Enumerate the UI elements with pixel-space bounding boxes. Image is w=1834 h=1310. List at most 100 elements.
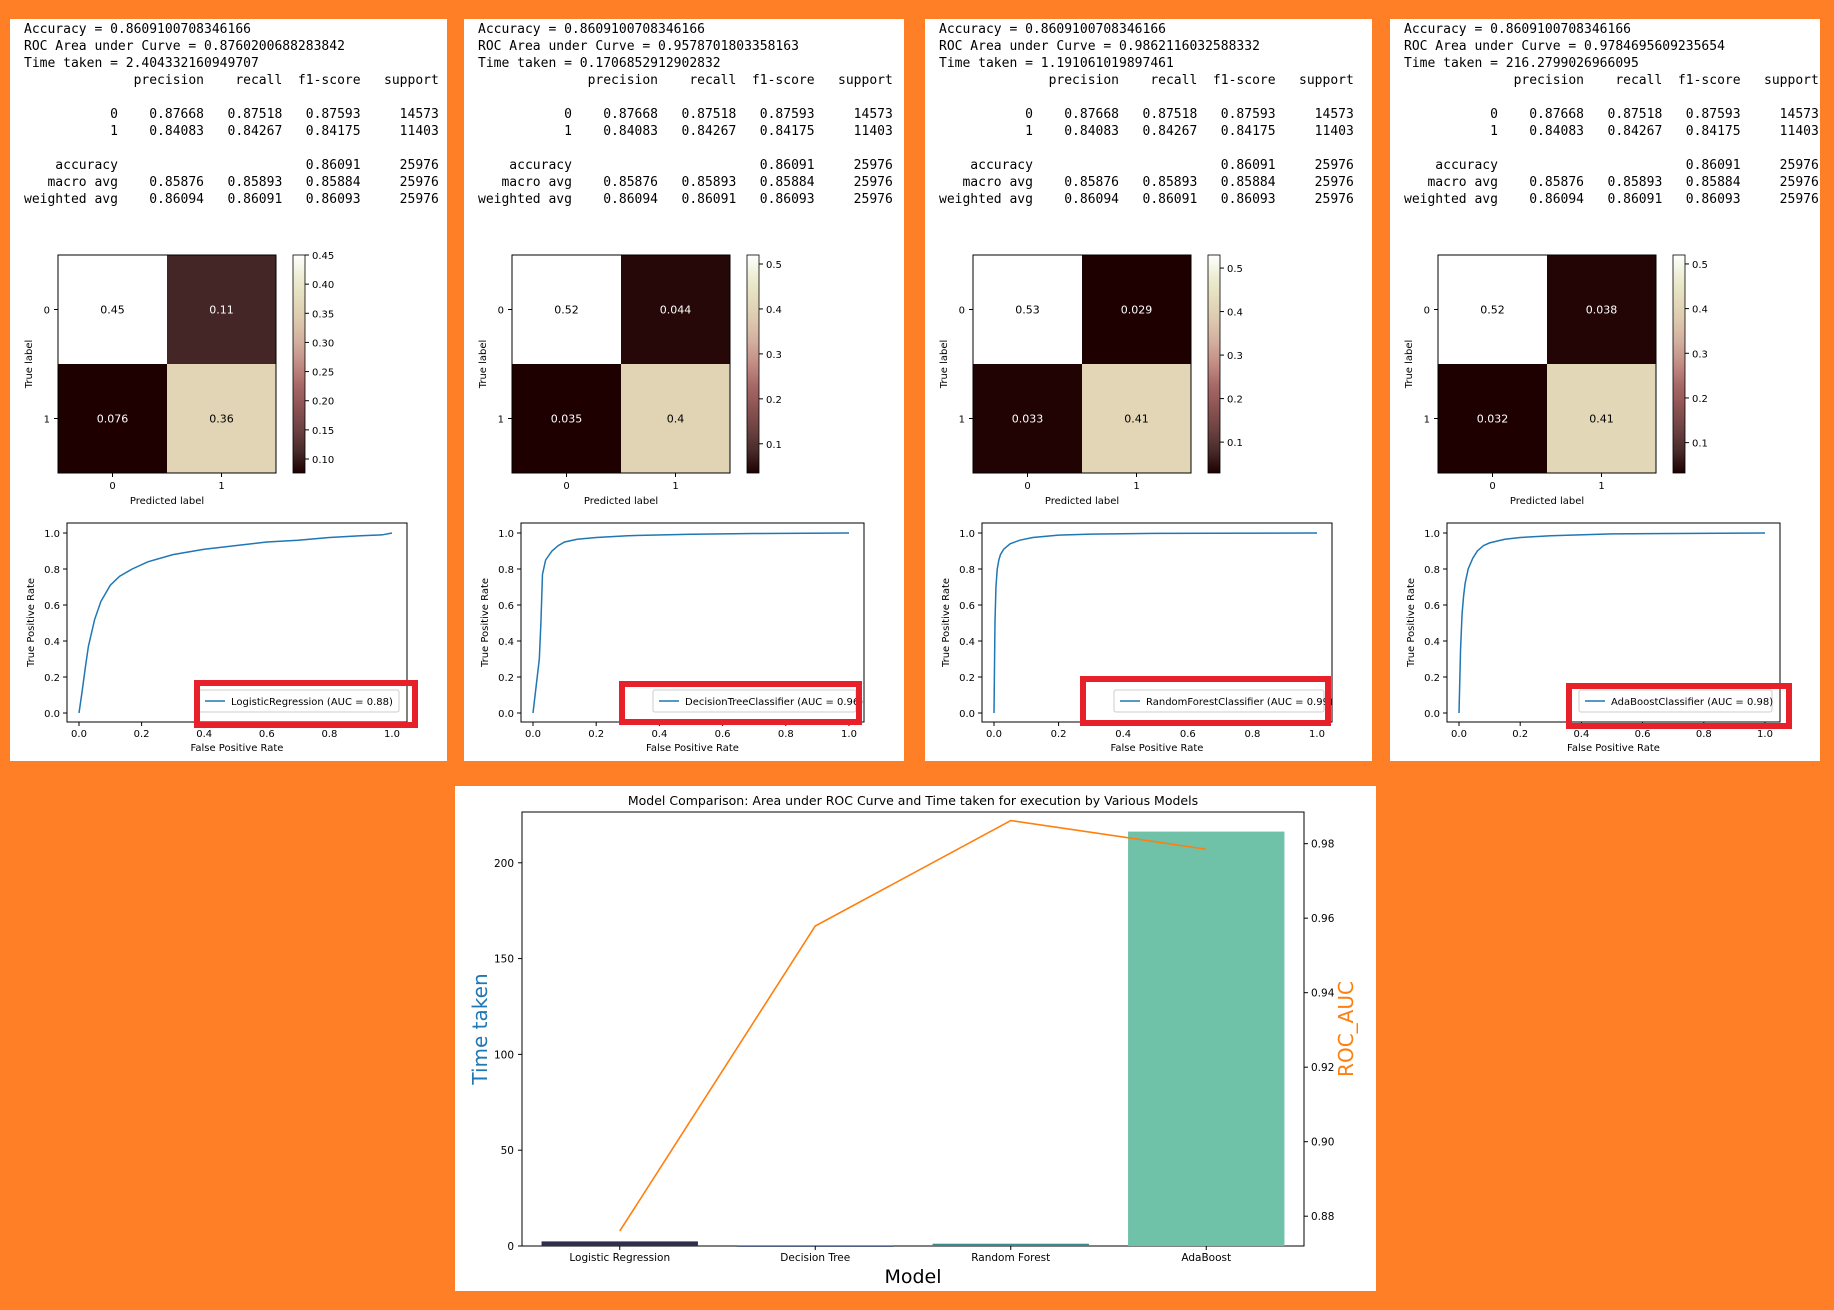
y-tick-label-right: 0.90 — [1311, 1137, 1334, 1149]
roc-y-tick-label: 0.0 — [1424, 709, 1440, 720]
colorbar-tick-label: 0.3 — [1227, 351, 1243, 362]
roc-x-tick-label: 0.0 — [525, 729, 541, 740]
roc-y-tick-label: 1.0 — [959, 529, 975, 540]
y-tick-label-right: 0.88 — [1311, 1211, 1334, 1223]
y-tick-label-right: 0.94 — [1311, 988, 1335, 1000]
cm-ylabel: True label — [939, 340, 950, 390]
colorbar-tick-label: 0.3 — [1692, 349, 1708, 360]
report-line: weighted avg 0.86094 0.86091 0.86093 259… — [24, 192, 439, 207]
report-line: accuracy 0.86091 25976 — [1404, 158, 1819, 173]
report-line: accuracy 0.86091 25976 — [939, 158, 1354, 173]
report-line: weighted avg 0.86094 0.86091 0.86093 259… — [1404, 192, 1819, 207]
roc-x-tick-label: 0.6 — [259, 729, 275, 740]
cm-cell — [1438, 255, 1547, 364]
roc-x-tick-label: 0.2 — [588, 729, 604, 740]
cm-cell-label: 0.52 — [554, 304, 579, 317]
report-line — [478, 89, 893, 106]
cm-cell — [1082, 364, 1191, 473]
roc-ylabel: True Positive Rate — [1406, 578, 1417, 668]
roc-legend-label: AdaBoostClassifier (AUC = 0.98) — [1611, 697, 1773, 708]
roc-ylabel: True Positive Rate — [26, 578, 37, 668]
roc-y-tick-label: 0.6 — [1424, 601, 1440, 612]
cm-y-tick-label: 1 — [44, 415, 50, 426]
roc-y-tick-label: 0.8 — [1424, 565, 1440, 576]
colorbar-tick-label: 0.20 — [312, 397, 334, 408]
cm-cell-label: 0.11 — [209, 304, 234, 317]
roc-x-tick-label: 0.6 — [1180, 729, 1196, 740]
roc-x-tick-label: 1.0 — [841, 729, 857, 740]
roc-y-tick-label: 0.4 — [498, 637, 514, 648]
roc-x-tick-label: 0.6 — [715, 729, 731, 740]
report-line: macro avg 0.85876 0.85893 0.85884 25976 — [939, 175, 1354, 190]
report-line: 1 0.84083 0.84267 0.84175 11403 — [478, 124, 893, 139]
model-panel-logistic-regression: Accuracy = 0.8609100708346166 ROC Area un… — [10, 19, 447, 761]
roc-y-tick-label: 0.8 — [959, 565, 975, 576]
cm-y-tick-label: 0 — [1424, 306, 1430, 317]
cm-cell — [58, 255, 167, 364]
report-line — [24, 140, 439, 157]
cm-cell-label: 0.36 — [209, 413, 234, 426]
cm-y-tick-label: 1 — [959, 415, 965, 426]
colorbar-tick-label: 0.5 — [1227, 264, 1243, 275]
cm-y-tick-label: 0 — [959, 306, 965, 317]
report-line — [1404, 89, 1819, 106]
cm-frame — [1437, 254, 1657, 474]
report-line: 1 0.84083 0.84267 0.84175 11403 — [939, 124, 1354, 139]
roc-y-tick-label: 0.2 — [959, 673, 975, 684]
roc-y-tick-label: 0.6 — [498, 601, 514, 612]
report-line — [24, 89, 439, 106]
colorbar-tick-label: 0.2 — [1692, 394, 1708, 405]
cm-cell-label: 0.41 — [1124, 413, 1149, 426]
roc-x-tick-label: 0.8 — [321, 729, 337, 740]
roc-x-tick-label: 1.0 — [1757, 729, 1773, 740]
roc-series-line — [78, 532, 393, 714]
report-line: weighted avg 0.86094 0.86091 0.86093 259… — [939, 192, 1354, 207]
roc-y-tick-label: 0.6 — [44, 601, 60, 612]
model-comparison-chart: Model Comparison: Area under ROC Curve a… — [468, 793, 1358, 1288]
roc-x-tick-label: 0.4 — [1573, 729, 1589, 740]
roc-y-tick-label: 0.2 — [1424, 673, 1440, 684]
colorbar-tick-label: 0.45 — [312, 251, 334, 262]
report-line: precision recall f1-score support — [1404, 73, 1819, 88]
confusion-matrix: 0.52 0.038 0.032 0.41 0 0 1 1 Predicted label Tru… — [1404, 254, 1708, 507]
colorbar-tick-label: 0.2 — [766, 395, 782, 406]
roc-y-tick-label: 0.4 — [44, 637, 60, 648]
roc-xlabel: False Positive Rate — [1567, 743, 1660, 754]
report-line: macro avg 0.85876 0.85893 0.85884 25976 — [24, 175, 439, 190]
cm-xlabel: Predicted label — [584, 496, 658, 507]
report-line: Time taken = 0.1706852912902832 — [478, 56, 721, 71]
cm-cell — [621, 255, 730, 364]
y-tick-label-left: 150 — [494, 954, 514, 966]
roc-legend: AdaBoostClassifier (AUC = 0.98) — [1578, 689, 1773, 713]
y-tick-label-left: 100 — [494, 1049, 514, 1061]
roc-x-tick-label: 0.4 — [1115, 729, 1131, 740]
cm-cell — [1438, 364, 1547, 473]
cm-xlabel: Predicted label — [130, 496, 204, 507]
roc-x-tick-label: 0.4 — [651, 729, 667, 740]
roc-xlabel: False Positive Rate — [1111, 743, 1204, 754]
y-tick-label-left: 0 — [507, 1241, 514, 1253]
report-line: accuracy 0.86091 25976 — [24, 158, 439, 173]
roc-legend-label: RandomForestClassifier (AUC = 0.99) — [1146, 697, 1333, 708]
cm-cell-label: 0.076 — [97, 413, 129, 426]
roc-legend-highlight — [194, 680, 418, 728]
roc-legend: RandomForestClassifier (AUC = 0.99) — [1113, 689, 1333, 713]
roc-y-tick-label: 0.8 — [44, 565, 60, 576]
roc-series-line — [993, 532, 1318, 714]
cm-cell-label: 0.044 — [660, 304, 692, 317]
y-axis-label-left: Time taken — [468, 973, 492, 1085]
cm-cell — [973, 255, 1082, 364]
cm-cell-label: 0.53 — [1015, 304, 1040, 317]
colorbar-tick-label: 0.25 — [312, 368, 334, 379]
y-tick-label-left: 50 — [501, 1145, 514, 1157]
cm-cell — [512, 255, 621, 364]
roc-frame — [520, 522, 865, 723]
report-line: ROC Area under Curve = 0.986211603258833… — [939, 39, 1260, 54]
roc-x-tick-label: 0.0 — [986, 729, 1002, 740]
roc-xlabel: False Positive Rate — [646, 743, 739, 754]
roc-y-tick-label: 0.2 — [44, 673, 60, 684]
report-line: Accuracy = 0.8609100708346166 — [478, 22, 705, 37]
roc-ylabel: True Positive Rate — [941, 578, 952, 668]
cm-ylabel: True label — [478, 340, 489, 390]
report-line: macro avg 0.85876 0.85893 0.85884 25976 — [478, 175, 893, 190]
